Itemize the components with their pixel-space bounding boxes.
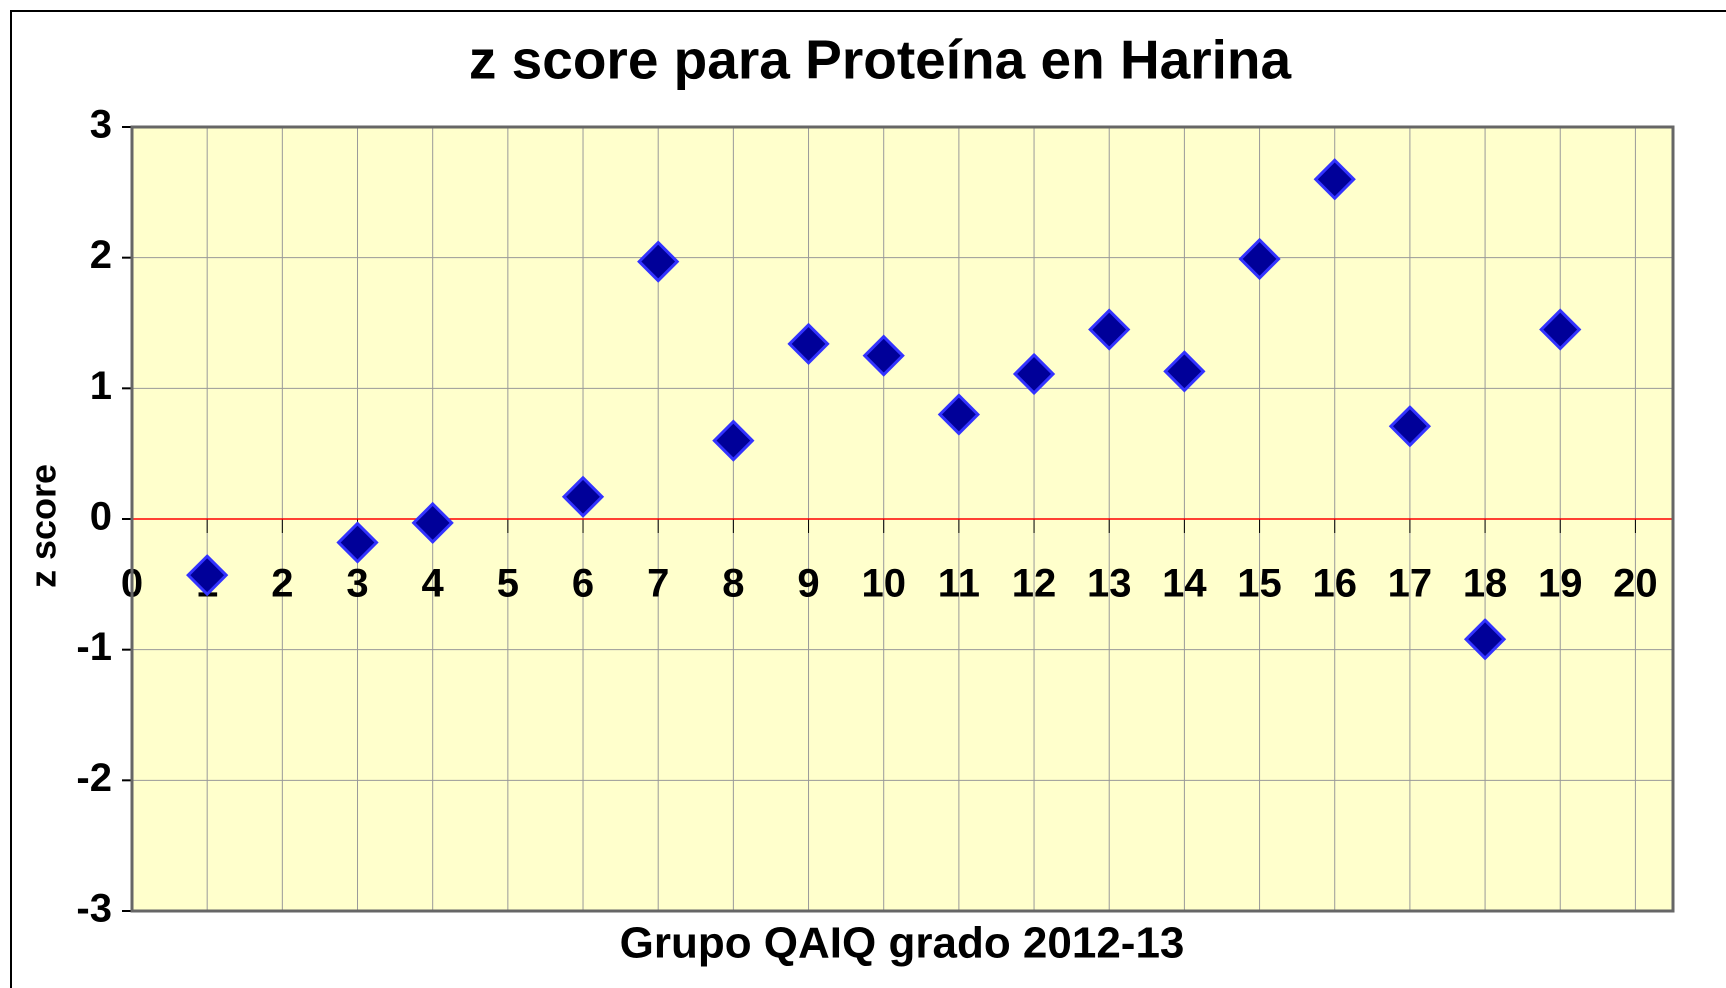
x-tick-label: 13 (1087, 562, 1132, 606)
x-tick-label: 11 (938, 562, 980, 606)
x-tick-label: 16 (1312, 562, 1357, 606)
data-point (1313, 158, 1356, 201)
y-tick-label: -3 (76, 887, 112, 931)
data-point (712, 419, 755, 462)
x-tick-label: 8 (722, 562, 744, 606)
y-tick-label: 3 (90, 103, 112, 147)
x-tick-label: 2 (271, 562, 293, 606)
x-tick-label: 5 (497, 562, 519, 606)
y-tick-label: 0 (90, 495, 112, 539)
data-point (1088, 308, 1131, 351)
x-tick-label: 15 (1237, 562, 1282, 606)
x-tick-label: 9 (797, 562, 819, 606)
data-point (1012, 352, 1056, 396)
y-tick-label: 1 (90, 364, 112, 408)
x-tick-label: 14 (1162, 562, 1207, 606)
x-tick-label: 20 (1613, 562, 1658, 606)
x-tick-label: 12 (1012, 562, 1057, 606)
data-point (787, 322, 830, 366)
data-point (1388, 405, 1432, 448)
data-point (186, 554, 229, 597)
x-tick-label: 19 (1538, 562, 1583, 606)
y-tick-label: -1 (76, 625, 112, 669)
data-point (1463, 618, 1507, 661)
y-axis-label: z score (23, 464, 64, 588)
data-point (336, 521, 379, 564)
x-tick-label: 6 (572, 562, 594, 606)
plot-border (130, 125, 1675, 913)
chart-title: z score para Proteína en Harina (469, 29, 1292, 91)
data-point (1238, 237, 1281, 281)
x-axis-label: Grupo QAIQ grado 2012-13 (620, 919, 1185, 968)
x-tick-label: 18 (1463, 562, 1508, 606)
y-tick-label: 2 (90, 233, 112, 277)
data-point (561, 475, 605, 518)
data-point (1163, 350, 1206, 393)
data-point (411, 501, 454, 545)
data-point (1539, 308, 1582, 351)
data-point (637, 240, 680, 283)
y-tick-label: -2 (76, 756, 112, 800)
x-tick-label: 7 (647, 562, 669, 606)
data-point (937, 393, 980, 436)
x-tick-label: 4 (422, 562, 445, 606)
data-point (862, 334, 905, 377)
x-tick-label: 17 (1388, 562, 1433, 606)
x-tick-label: 10 (861, 562, 906, 606)
x-tick-label: 3 (346, 562, 368, 606)
